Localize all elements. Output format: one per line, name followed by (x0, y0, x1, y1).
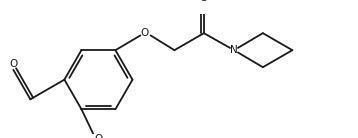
Text: N: N (229, 45, 237, 55)
Text: O: O (200, 0, 208, 3)
Text: O: O (9, 59, 18, 69)
Text: O: O (94, 134, 102, 138)
Text: O: O (141, 28, 149, 38)
